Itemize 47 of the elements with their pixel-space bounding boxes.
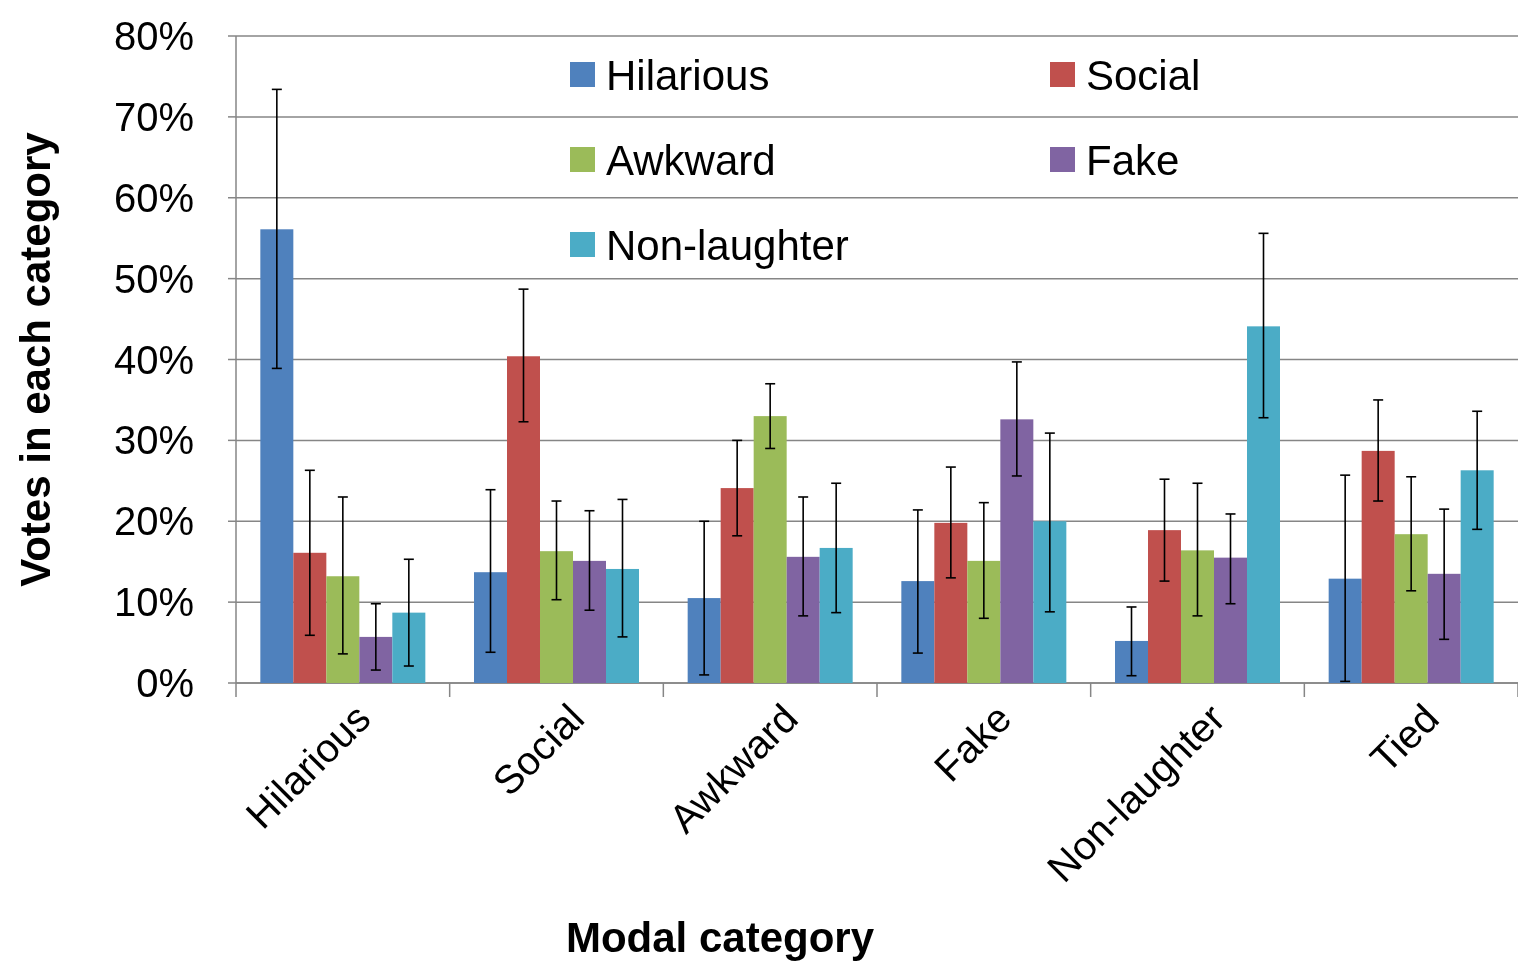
bar [1033,521,1067,683]
bar [606,568,639,683]
bar [901,581,935,683]
bar [819,547,853,683]
bar [1214,557,1247,683]
bar [540,551,573,683]
legend-label: Fake [1086,136,1180,184]
bar [359,636,393,683]
y-tick-label: 70% [113,94,194,139]
y-tick-label: 50% [113,256,194,301]
y-tick-label: 10% [113,580,194,625]
bar [1000,419,1034,683]
bar [1328,578,1362,683]
bar [1394,534,1428,683]
bar [1460,470,1494,683]
y-tick-label: 60% [113,175,194,220]
bar [934,522,968,683]
y-tick-label: 80% [113,14,194,58]
y-tick-label: 40% [113,337,194,382]
bar [507,356,540,683]
legend-label: Awkward [606,136,776,184]
bar [786,556,820,683]
y-tick-label: 0% [136,661,194,705]
bar [1115,640,1148,683]
bar [293,552,327,683]
bar [1427,573,1461,683]
bar [1361,450,1395,683]
y-tick-label: 20% [113,499,194,544]
bar [1148,530,1181,683]
bar [687,598,721,683]
bar [1181,550,1214,683]
y-tick-label: 30% [113,418,194,463]
bar [967,560,1001,683]
legend-label: Social [1086,51,1201,99]
bar [573,560,606,683]
bar [260,229,294,683]
bar [326,576,360,683]
bar [1247,326,1280,683]
legend-label: Non-laughter [606,221,849,269]
bar [720,488,754,683]
x-tick-label: Tied [1361,695,1447,781]
legend-label: Hilarious [606,51,770,99]
bar [474,572,507,683]
y-axis-title: Votes in each category [12,131,59,587]
bar [392,612,426,683]
bar [753,416,787,683]
x-axis-title: Modal category [565,914,875,961]
